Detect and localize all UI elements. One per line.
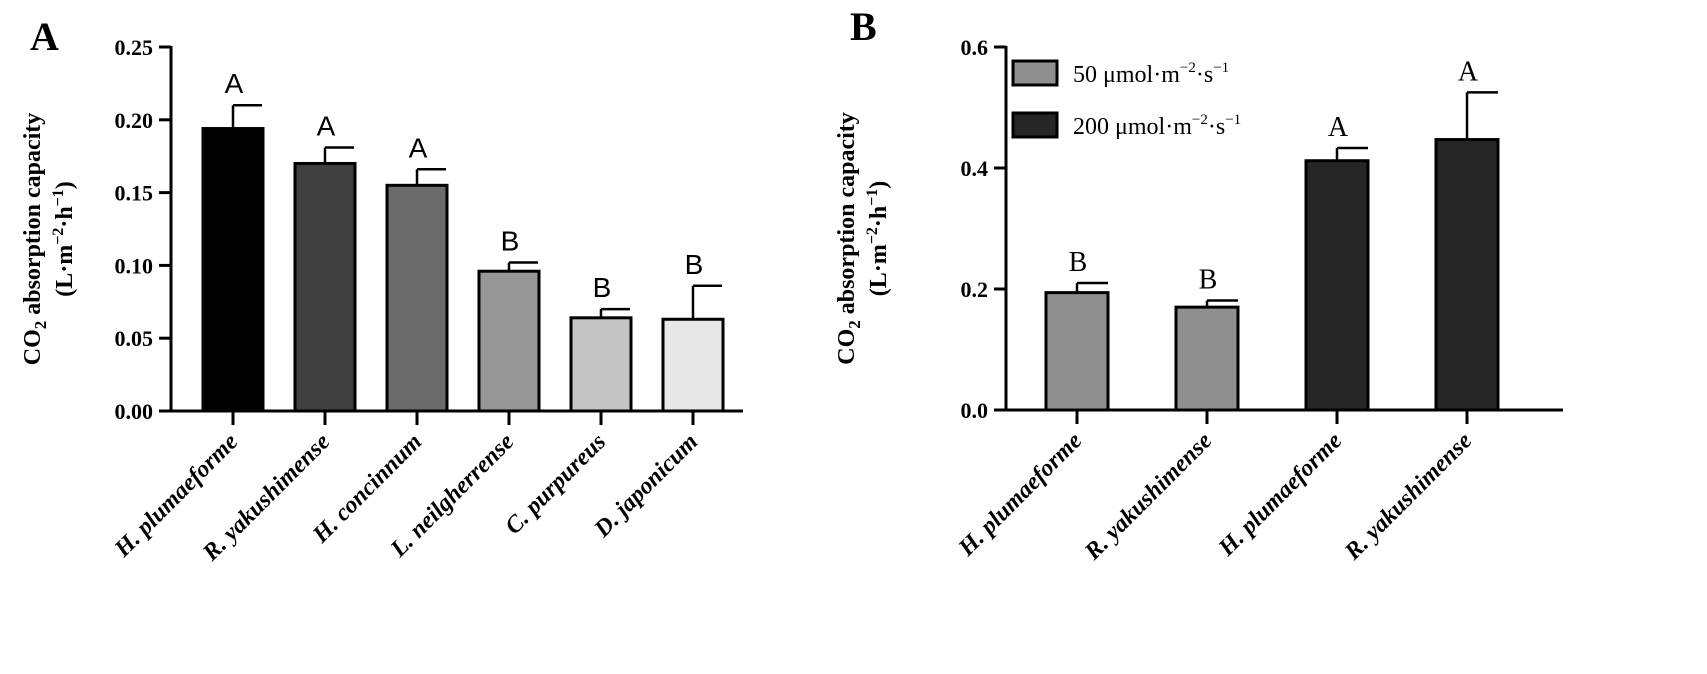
panel-b-y-axis-unit: (L·m−2​·h−1​) (864, 181, 892, 297)
panel-b-bar (1174, 305, 1240, 412)
panel-b-y-tick-label: 0.6 (961, 35, 989, 60)
panel-a-significance-label: A (225, 68, 244, 99)
panel-b-x-tick-label: R. yakushimense (1079, 428, 1217, 566)
panel-b-significance-label: A (1458, 56, 1479, 87)
panel-a-significance-label: A (409, 132, 428, 163)
panel-b-y-axis-label: CO2 absorption capacity(L·m−2​·h−1​) (834, 112, 892, 365)
panel-a-y-axis-label: CO2 absorption capacity(L·m−2​·h−1​) (20, 113, 78, 366)
panel-b-x-tick-label: H. plumaeforme (953, 428, 1087, 562)
panel-a-bar (477, 269, 541, 413)
panel-a: A 0.00 0.05 0.10 0.15 0.20 0.25 CO2 absorption … (20, 14, 743, 567)
panel-b-panel-label: B (850, 4, 877, 49)
panel-b-x-tick-label: R. yakushimense (1339, 428, 1477, 566)
panel-b-legend-label: 200 μmol·m−2​·s−1​ (1073, 112, 1241, 140)
panel-a-y-tick-label: 0.00 (115, 399, 154, 424)
panel-a-bar (201, 127, 265, 413)
panel-b-bar (1044, 291, 1110, 412)
panel-b-significance-label: A (1328, 112, 1349, 143)
panel-a-panel-label: A (30, 14, 59, 59)
panel-a-y-tick-label: 0.15 (115, 181, 154, 206)
panel-b-bar (1434, 138, 1500, 412)
panel-a-significance-label: B (685, 249, 704, 280)
panel-b-x-tick-label: H. plumaeforme (1213, 428, 1347, 562)
panel-b-y-tick-label: 0.4 (961, 156, 989, 181)
panel-a-bar (293, 161, 357, 413)
panel-b-significance-label: B (1199, 264, 1218, 295)
panel-b-legend-swatch (1011, 111, 1059, 139)
panel-b: B 0.0 0.2 0.4 0.6 CO2 absorption capacity (L·m… (834, 4, 1563, 566)
panel-b-y-tick-label: 0.0 (961, 398, 989, 423)
panel-a-y-tick-label: 0.25 (115, 35, 154, 60)
panel-b-legend: 50 μmol·m−2​·s−1​ 200 μmol·m−2​·s−1​ (1011, 59, 1241, 140)
panel-b-y-axis-title: CO2 absorption capacity (834, 112, 864, 365)
panel-a-y-tick-label: 0.20 (115, 108, 154, 133)
panel-a-y-axis-unit: (L·m−2​·h−1​) (50, 181, 78, 297)
panel-a-y-tick-label: 0.05 (115, 326, 154, 351)
panel-b-significance-label: B (1069, 247, 1088, 278)
panel-a-significance-label: A (317, 110, 336, 141)
panel-a-bar (385, 183, 449, 413)
panel-a-significance-label: B (501, 225, 520, 256)
panel-a-significance-label: B (593, 272, 612, 303)
panel-b-legend-swatch (1011, 59, 1059, 87)
panel-a-y-tick-label: 0.10 (115, 253, 154, 278)
panel-b-y-tick-label: 0.2 (961, 277, 989, 302)
panel-a-bar (661, 317, 725, 413)
panel-b-legend-label: 50 μmol·m−2​·s−1​ (1073, 60, 1229, 88)
panel-a-bar (569, 316, 633, 413)
panel-a-y-axis-title: CO2 absorption capacity (20, 113, 50, 366)
panel-b-bar (1304, 159, 1370, 412)
